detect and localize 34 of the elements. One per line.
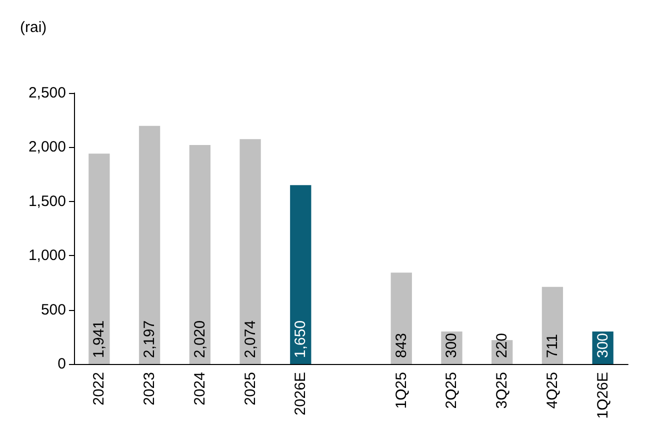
x-tick-label: 2Q25 <box>443 372 460 409</box>
data-label: 220 <box>494 332 511 358</box>
data-label: 2,020 <box>191 320 208 358</box>
x-tick-label: 1Q25 <box>392 372 410 409</box>
x-tick-label: 3Q25 <box>494 372 511 409</box>
y-tick-label: 1,000 <box>28 247 66 264</box>
x-tick-label: 4Q25 <box>544 372 561 409</box>
y-tick-label: 1,500 <box>28 192 66 210</box>
data-label: 843 <box>392 332 410 358</box>
data-label: 1,650 <box>292 320 310 358</box>
x-tick-label: 2026E <box>292 372 310 416</box>
x-tick-label: 2024 <box>191 372 208 406</box>
bar <box>290 185 312 364</box>
y-axis-title: (rai) <box>20 19 47 36</box>
bar <box>88 154 110 364</box>
data-label: 300 <box>594 332 612 358</box>
x-tick-label: 2023 <box>141 372 158 406</box>
data-label: 711 <box>544 334 561 358</box>
y-tick-label: 2,000 <box>28 138 66 156</box>
data-label: 1,941 <box>90 320 108 358</box>
data-label: 2,074 <box>242 320 259 358</box>
x-tick-label: 2022 <box>90 372 108 406</box>
data-label: 300 <box>443 332 460 358</box>
x-tick-label: 1Q26E <box>594 372 612 419</box>
bar <box>542 286 564 364</box>
bar <box>240 139 261 364</box>
bar <box>189 145 210 364</box>
bar <box>138 126 160 364</box>
y-tick-label: 500 <box>40 301 66 318</box>
data-label: 2,197 <box>141 320 158 358</box>
bar <box>390 272 412 364</box>
y-tick-label: 2,500 <box>28 84 66 102</box>
x-tick-label: 2025 <box>242 372 259 406</box>
y-tick-label: 0 <box>58 356 66 372</box>
